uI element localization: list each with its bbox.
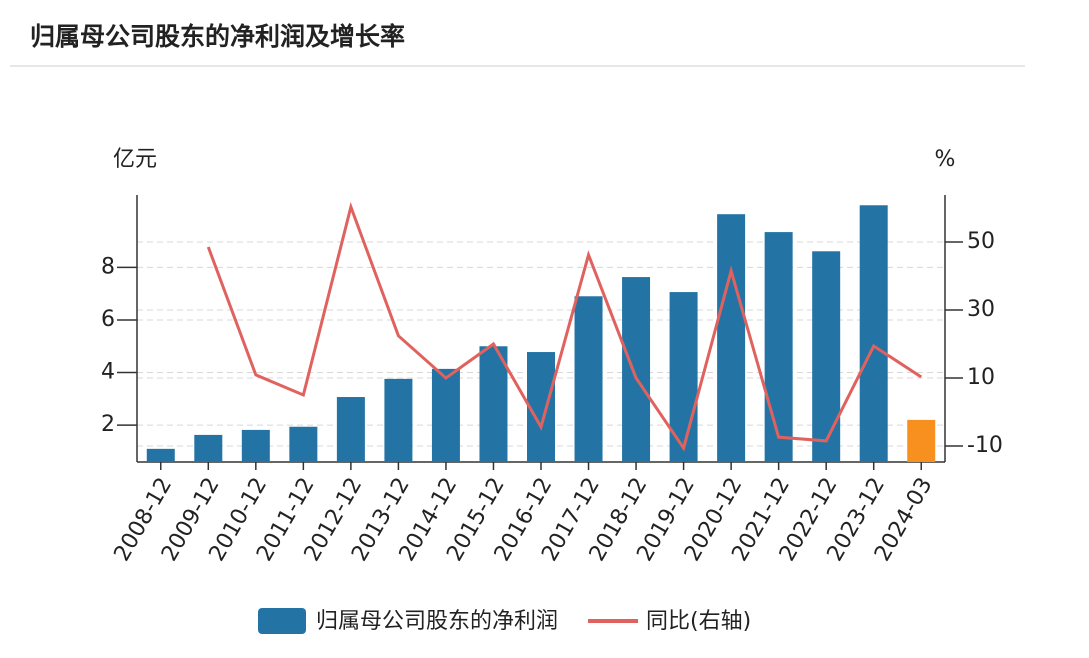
y-tick-label: 8	[101, 254, 115, 279]
bar	[194, 434, 223, 462]
y-axis-unit: 亿元	[113, 147, 157, 172]
bar	[527, 352, 555, 462]
legend-swatch	[258, 608, 306, 634]
bar	[812, 251, 841, 462]
bar	[717, 214, 746, 462]
y2-tick-label: 50	[967, 229, 995, 254]
bar	[859, 205, 888, 463]
chart-title: 归属母公司股东的净利润及增长率	[30, 22, 405, 51]
bar	[669, 292, 698, 462]
y2-axis-unit: %	[935, 147, 956, 172]
y2-tick-label: 30	[967, 297, 995, 322]
y-tick-label: 4	[101, 360, 115, 385]
bar	[289, 426, 318, 462]
y-tick-label: 6	[101, 307, 115, 332]
bar	[146, 448, 175, 462]
bar	[479, 346, 508, 462]
legend-label: 同比(右轴)	[646, 609, 751, 634]
bar	[431, 368, 460, 462]
bar	[384, 378, 413, 462]
bar	[336, 397, 365, 462]
bar	[907, 419, 936, 462]
bar	[764, 232, 793, 462]
bar	[241, 429, 270, 462]
bar	[574, 296, 603, 462]
legend-label: 归属母公司股东的净利润	[316, 609, 558, 634]
bar	[622, 277, 651, 462]
y-tick-label: 2	[101, 412, 115, 437]
y2-tick-label: -10	[967, 433, 1003, 458]
line	[206, 201, 923, 452]
y2-tick-label: 10	[967, 365, 995, 390]
